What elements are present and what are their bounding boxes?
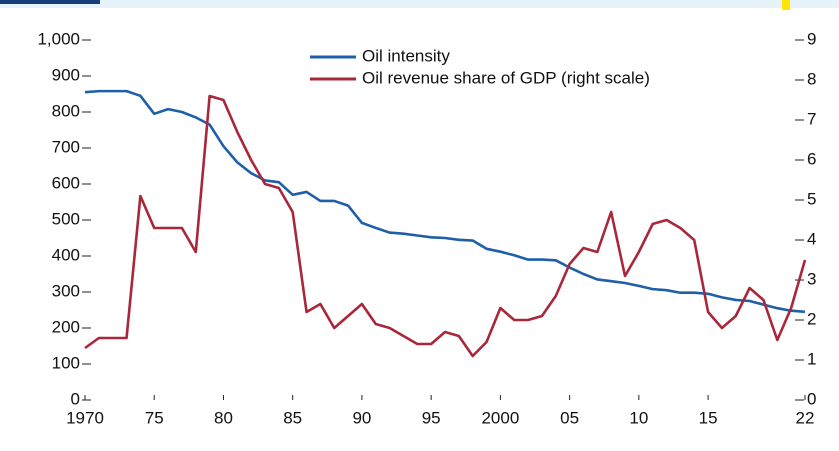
y2-tick-label: 1: [807, 349, 816, 368]
y-tick-label: 900: [52, 65, 80, 84]
legend-label: Oil intensity: [362, 46, 450, 65]
y2-tick-label: 5: [807, 189, 816, 208]
y2-tick-label: 7: [807, 109, 816, 128]
x-tick-label: 90: [352, 408, 371, 427]
y2-tick-label: 4: [807, 229, 816, 248]
y2-tick-label: 3: [807, 269, 816, 288]
y-tick-label: 600: [52, 173, 80, 192]
series-line: [84, 89, 806, 314]
y-tick-label: 0: [71, 389, 80, 408]
x-tick-label: 75: [145, 408, 164, 427]
x-tick-label: 85: [283, 408, 302, 427]
y-tick-label: 400: [52, 245, 80, 264]
x-tick-label: 2000: [481, 408, 519, 427]
x-tick-label: 10: [629, 408, 648, 427]
x-tick-label: 1970: [66, 408, 104, 427]
x-tick-label: 95: [422, 408, 441, 427]
y-tick-label: 700: [52, 137, 80, 156]
y-tick-label: 200: [52, 317, 80, 336]
top-marker: [0, 0, 100, 4]
top-highlight: [782, 0, 790, 10]
y-tick-label: 500: [52, 209, 80, 228]
y2-tick-label: 8: [807, 69, 816, 88]
x-tick-label: 22: [796, 408, 815, 427]
y2-tick-label: 2: [807, 309, 816, 328]
y2-tick-label: 0: [807, 389, 816, 408]
legend-label: Oil revenue share of GDP (right scale): [362, 68, 650, 87]
x-tick-label: 15: [699, 408, 718, 427]
x-tick-label: 05: [560, 408, 579, 427]
y2-tick-label: 9: [807, 29, 816, 48]
y2-tick-label: 6: [807, 149, 816, 168]
x-tick-label: 80: [214, 408, 233, 427]
y-tick-label: 1,000: [37, 29, 80, 48]
y-tick-label: 800: [52, 101, 80, 120]
series-line: [84, 94, 807, 358]
top-band: [0, 0, 839, 8]
y-tick-label: 300: [52, 281, 80, 300]
y-tick-label: 100: [52, 353, 80, 372]
